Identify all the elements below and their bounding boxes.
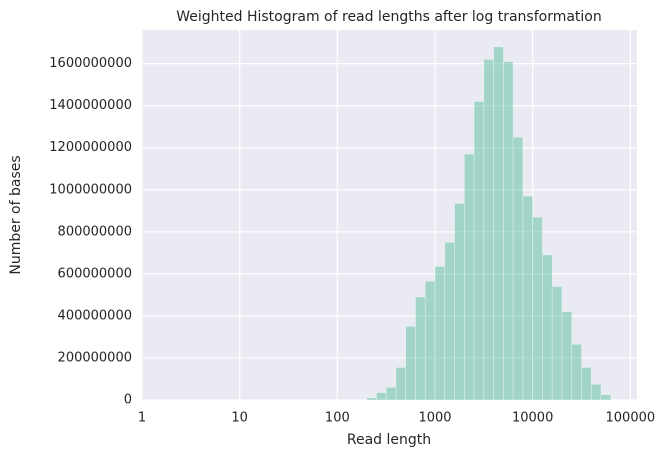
y-tick-label: 400000000	[58, 308, 132, 323]
bar	[542, 254, 553, 401]
bar	[366, 397, 377, 401]
bar	[483, 59, 494, 401]
bar	[571, 343, 582, 401]
bar	[463, 153, 475, 401]
bar	[415, 296, 426, 401]
bar	[473, 101, 485, 401]
y-tick-label: 1600000000	[49, 56, 132, 71]
bar	[424, 280, 436, 401]
y-tick-label: 1200000000	[49, 140, 132, 155]
y-tick-label: 200000000	[58, 350, 132, 365]
bar	[385, 387, 397, 401]
bar	[503, 61, 514, 401]
x-tick-label: 100	[325, 411, 350, 426]
bar	[493, 46, 504, 401]
x-tick-label: 1000	[418, 411, 451, 426]
bar	[434, 266, 446, 401]
bar	[551, 286, 563, 401]
y-tick-label: 1400000000	[49, 98, 132, 113]
y-tick-label: 600000000	[58, 266, 132, 281]
bar	[444, 242, 455, 401]
bar	[581, 367, 592, 401]
bar	[522, 195, 533, 401]
y-axis-label: Number of bases	[8, 155, 24, 274]
y-tick-label: 800000000	[58, 224, 132, 239]
y-tick-label: 1000000000	[49, 182, 132, 197]
y-tick-label: 0	[124, 393, 132, 408]
bar	[532, 216, 543, 401]
x-tick-label: 10000	[512, 411, 553, 426]
bar	[405, 326, 416, 401]
x-axis-label: Read length	[347, 432, 431, 448]
x-tick-label: 100000	[606, 411, 656, 426]
bar	[395, 367, 406, 401]
bar	[600, 394, 612, 401]
bar	[590, 383, 602, 401]
x-tick-label: 1	[138, 411, 146, 426]
chart-title: Weighted Histogram of read lengths after…	[176, 9, 601, 25]
x-tick-label: 10	[231, 411, 248, 426]
bar	[454, 203, 465, 401]
bar	[512, 136, 524, 401]
bar	[376, 392, 387, 401]
bar	[561, 311, 573, 401]
